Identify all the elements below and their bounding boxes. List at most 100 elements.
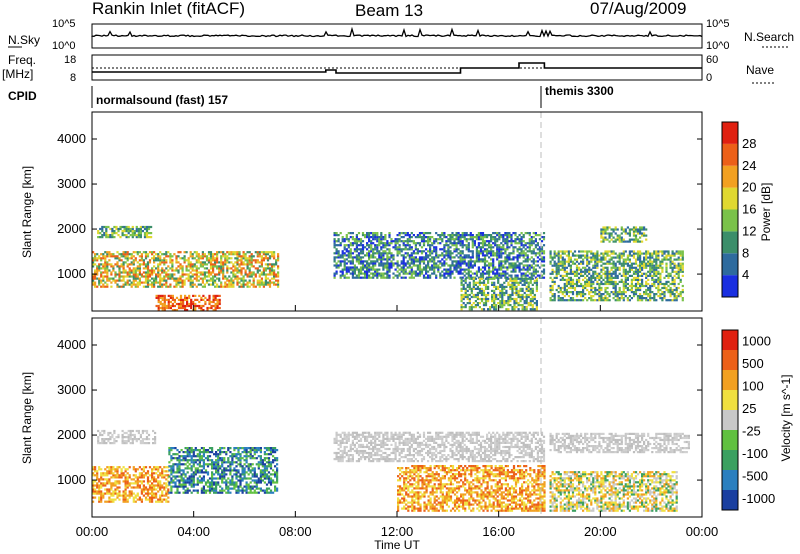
echo-cell: [439, 248, 442, 251]
echo-cell: [173, 309, 176, 312]
echo-cell: [590, 291, 593, 294]
echo-cell: [616, 291, 619, 294]
echo-cell: [490, 248, 493, 251]
echo-cell: [361, 272, 365, 275]
echo-cell: [372, 248, 375, 251]
echo-cell: [557, 256, 560, 259]
echo-cell: [127, 236, 130, 239]
echo-cell: [449, 236, 452, 239]
echo-cell: [429, 244, 432, 247]
echo-cell: [502, 240, 505, 243]
echo-cell: [515, 287, 518, 290]
echo-cell: [127, 436, 130, 439]
echo-cell: [116, 255, 119, 258]
echo-cell: [100, 482, 103, 485]
echo-cell: [101, 429, 104, 433]
echo-cell: [406, 234, 409, 237]
echo-cell: [614, 232, 617, 235]
echo-cell: [665, 262, 668, 265]
echo-cell: [418, 272, 422, 275]
echo-cell: [677, 293, 680, 296]
echo-cell: [557, 258, 560, 261]
echo-cell: [439, 238, 442, 241]
echo-cell: [187, 277, 190, 280]
echo-cell: [661, 262, 664, 265]
echo-cell: [618, 266, 621, 269]
echo-cell: [634, 252, 638, 255]
echo-cell: [431, 256, 434, 259]
echo-cell: [374, 262, 377, 265]
echo-cell: [216, 267, 219, 270]
echo-cell: [505, 300, 508, 303]
echo-cell: [92, 468, 95, 471]
echo-cell: [531, 289, 534, 292]
echo-cell: [508, 256, 511, 259]
echo-cell: [102, 271, 105, 274]
echo-cell: [209, 255, 213, 258]
echo-cell: [335, 252, 338, 255]
echo-cell: [96, 472, 99, 475]
echo-cell: [412, 260, 415, 263]
echo-cell: [143, 234, 147, 237]
echo-cell: [523, 295, 526, 299]
echo-cell: [669, 266, 672, 269]
echo-cell: [528, 232, 531, 235]
echo-cell: [384, 244, 387, 247]
echo-cell: [173, 298, 176, 301]
echo-cell: [511, 277, 514, 280]
echo-cell: [531, 308, 534, 311]
echo-cell: [602, 232, 605, 235]
echo-cell: [479, 274, 483, 277]
echo-cell: [402, 244, 405, 247]
echo-cell: [510, 258, 513, 261]
echo-cell: [144, 472, 148, 475]
echo-cell: [187, 261, 190, 264]
echo-cell: [124, 269, 127, 272]
echo-cell: [472, 283, 475, 286]
echo-cell: [155, 468, 158, 471]
echo-cell: [165, 470, 168, 473]
echo-cell: [661, 297, 664, 300]
echo-cell: [483, 236, 487, 239]
echo-cell: [663, 295, 666, 298]
echo-cell: [555, 288, 558, 292]
echo-cell: [665, 299, 668, 302]
echo-cell: [99, 433, 102, 437]
echo-cell: [220, 267, 223, 270]
echo-cell: [524, 254, 527, 257]
echo-cell: [94, 468, 97, 471]
echo-cell: [240, 259, 243, 262]
echo-cell: [634, 236, 638, 239]
echo-cell: [598, 295, 601, 298]
echo-cell: [151, 472, 154, 475]
echo-cell: [242, 275, 245, 278]
echo-cell: [97, 438, 100, 441]
echo-cell: [647, 288, 650, 292]
echo-cell: [118, 265, 121, 268]
echo-cell: [171, 275, 174, 278]
echo-cell: [157, 265, 160, 268]
echo-cell: [628, 232, 631, 235]
echo-cell: [649, 272, 652, 275]
echo-cell: [343, 258, 346, 261]
echo-cell: [521, 289, 524, 292]
echo-cell: [392, 258, 395, 261]
echo-cell: [530, 274, 533, 277]
echo-cell: [486, 272, 489, 275]
echo-cell: [645, 254, 648, 257]
echo-cell: [540, 264, 544, 267]
echo-cell: [248, 267, 251, 270]
echo-cell: [439, 260, 442, 263]
echo-cell: [480, 293, 484, 297]
echo-cell: [108, 496, 111, 499]
echo-cell: [559, 291, 562, 294]
echo-cell: [422, 266, 426, 269]
echo-cell: [248, 279, 251, 282]
echo-cell: [600, 280, 603, 283]
echo-cell: [147, 236, 151, 239]
echo-cell: [514, 234, 517, 237]
echo-cell: [663, 258, 666, 261]
echo-cell: [167, 251, 170, 254]
echo-cell: [138, 283, 141, 286]
echo-cell: [216, 257, 219, 260]
